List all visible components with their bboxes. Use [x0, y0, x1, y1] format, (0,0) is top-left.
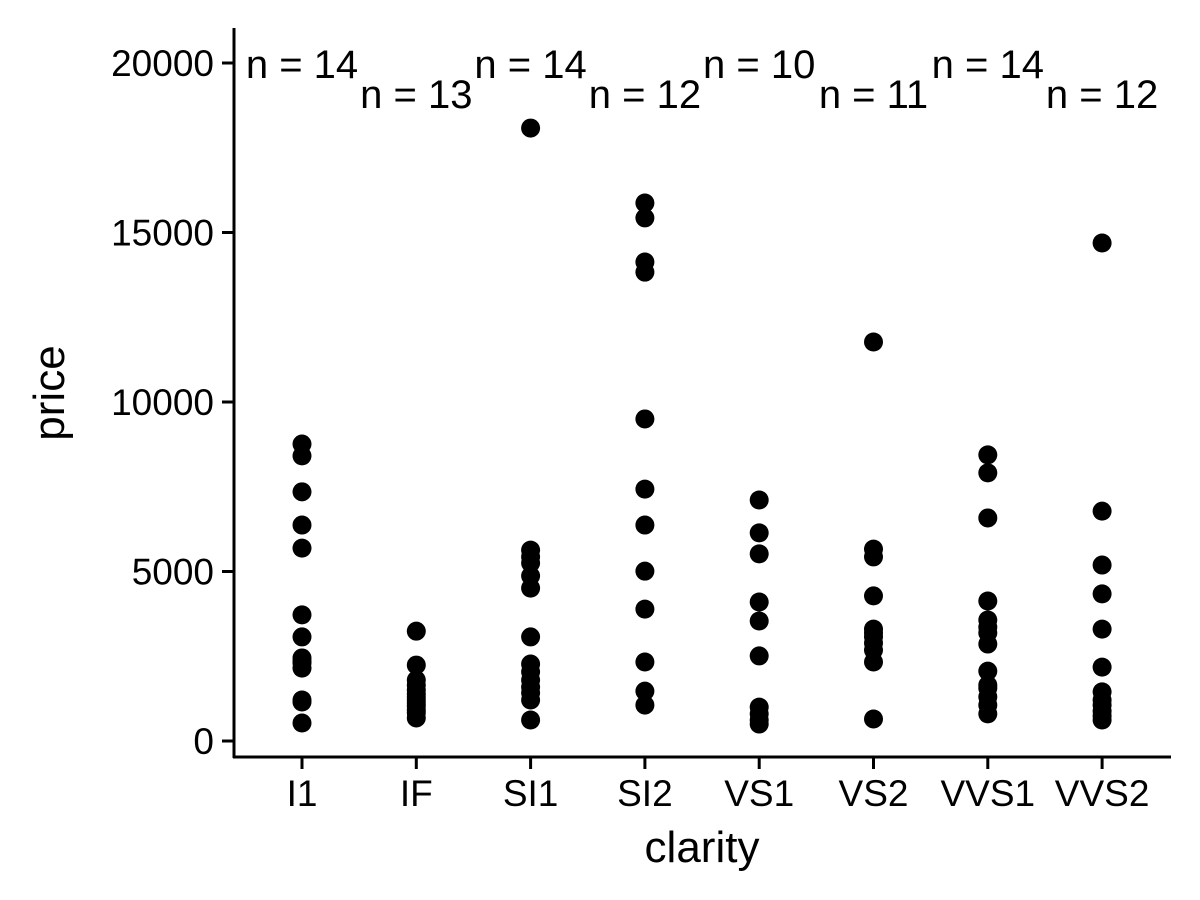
data-point-si2 [635, 652, 655, 672]
data-point-si2 [635, 409, 655, 429]
data-point-vvs1 [978, 445, 998, 465]
data-point-si2 [635, 695, 655, 715]
data-point-vs2 [864, 709, 883, 729]
count-label: n = 12 [1046, 73, 1158, 117]
data-point-si2 [635, 262, 655, 282]
data-point-vvs1 [978, 591, 998, 611]
x-tick-label: I1 [287, 773, 318, 814]
count-label: n = 10 [703, 43, 815, 87]
data-point-si1 [521, 710, 541, 730]
data-point-si2 [635, 599, 655, 619]
data-point-if [406, 655, 426, 675]
data-point-vvs2 [1092, 657, 1112, 677]
data-point-vs2 [864, 547, 883, 567]
data-point-vs2 [864, 586, 883, 606]
data-point-vvs1 [978, 508, 998, 528]
data-point-vs1 [749, 490, 769, 510]
count-label: n = 14 [246, 43, 358, 87]
data-point-si2 [635, 681, 655, 701]
data-point-vs2 [864, 332, 883, 352]
data-point-vvs2 [1092, 710, 1112, 730]
data-point-si2 [635, 515, 655, 535]
data-point-i1 [292, 515, 312, 535]
data-point-vs1 [749, 592, 769, 612]
x-tick-label: SI1 [503, 773, 559, 814]
points-layer [292, 118, 1112, 734]
y-ticks: 0 5000 10000 15000 20000 [111, 43, 234, 762]
data-point-vvs1 [978, 463, 998, 483]
data-point-vs1 [749, 646, 769, 666]
data-point-if [406, 621, 426, 641]
data-point-i1 [292, 713, 312, 733]
x-tick-label: VS1 [724, 773, 794, 814]
count-labels: n = 14n = 13n = 14n = 12n = 10n = 11n = … [246, 43, 1158, 117]
data-point-si1 [521, 690, 541, 710]
data-point-si2 [635, 193, 655, 213]
data-point-si2 [635, 561, 655, 581]
data-point-vvs1 [978, 704, 998, 724]
data-point-vvs1 [978, 661, 998, 681]
data-point-vs1 [749, 714, 769, 734]
data-point-si2 [635, 208, 655, 228]
y-tick-label: 10000 [111, 382, 214, 423]
data-point-i1 [292, 658, 312, 678]
x-tick-label: VS2 [839, 773, 909, 814]
data-point-i1 [292, 605, 312, 625]
data-point-vs1 [749, 611, 769, 631]
count-label: n = 13 [360, 73, 472, 117]
x-tick-label: VVS1 [940, 773, 1035, 814]
data-point-i1 [292, 692, 312, 712]
data-point-i1 [292, 538, 312, 558]
data-point-vvs2 [1092, 501, 1112, 521]
data-point-i1 [292, 627, 312, 647]
data-point-vs1 [749, 544, 769, 564]
y-tick-label: 5000 [132, 552, 214, 593]
y-axis-title: price [25, 345, 74, 440]
y-tick-label: 0 [193, 721, 214, 762]
data-point-i1 [292, 482, 312, 502]
data-point-vs2 [864, 652, 883, 672]
data-point-vvs2 [1092, 233, 1112, 253]
y-tick-label: 15000 [111, 213, 214, 254]
x-ticks: I1 IF SI1 SI2 VS1 VS2 VVS1 VVS2 [287, 757, 1150, 814]
data-point-if [406, 708, 426, 728]
data-point-si1 [521, 578, 541, 598]
data-point-vvs2 [1092, 555, 1112, 575]
data-point-si1 [521, 627, 541, 647]
data-point-si2 [635, 479, 655, 499]
x-tick-label: VVS2 [1055, 773, 1150, 814]
y-tick-label: 20000 [111, 43, 214, 84]
count-label: n = 12 [589, 73, 701, 117]
count-label: n = 14 [932, 43, 1044, 87]
data-point-vvs1 [978, 634, 998, 654]
count-label: n = 11 [819, 73, 928, 117]
x-tick-label: IF [400, 773, 433, 814]
x-tick-label: SI2 [617, 773, 673, 814]
data-point-vs1 [749, 523, 769, 543]
data-point-vvs2 [1092, 619, 1112, 639]
count-label: n = 14 [474, 43, 586, 87]
x-axis-title: clarity [645, 823, 760, 872]
data-point-vvs2 [1092, 584, 1112, 604]
data-point-i1 [292, 446, 312, 466]
data-point-si1 [521, 118, 541, 138]
